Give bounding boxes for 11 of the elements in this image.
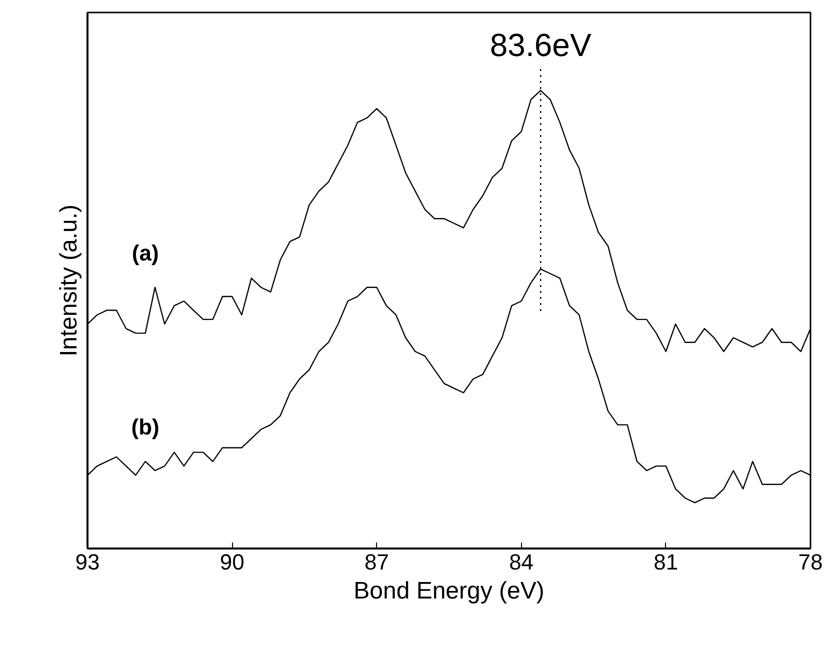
series-label: (a) xyxy=(132,240,159,266)
ref-line-label: 83.6eV xyxy=(490,26,592,63)
x-tick-label: 78 xyxy=(798,550,823,574)
y-axis-title: Intensity (a.u.) xyxy=(56,204,82,357)
x-tick-label: 81 xyxy=(654,550,678,574)
series-label: (b) xyxy=(131,414,160,440)
x-tick-label: 90 xyxy=(220,550,244,574)
x-tick-label: 84 xyxy=(509,550,534,574)
x-tick-label: 93 xyxy=(75,550,100,574)
x-tick-label: 87 xyxy=(364,550,389,574)
x-axis-title: Bond Energy (eV) xyxy=(354,578,544,604)
